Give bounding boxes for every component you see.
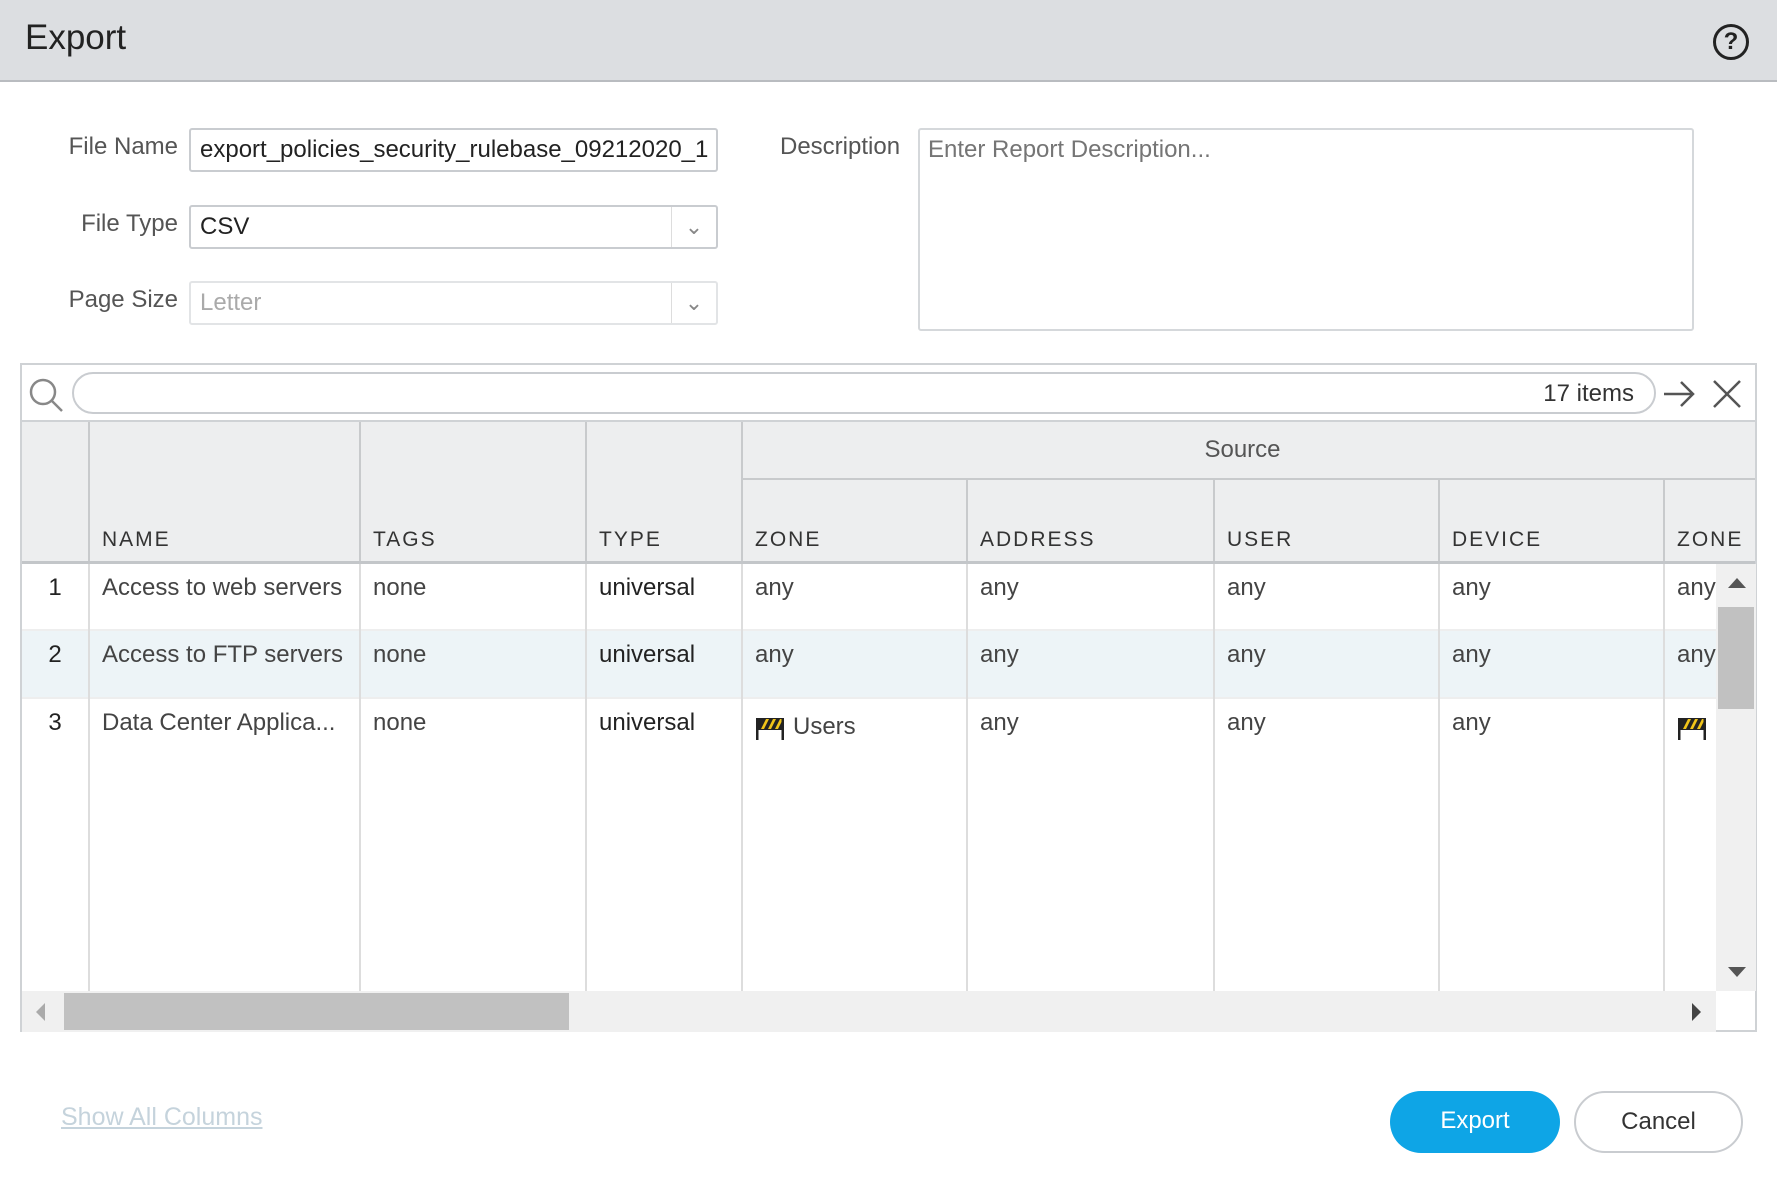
search-input[interactable]: 17 items — [72, 372, 1656, 414]
group-header-source: Source — [743, 422, 1744, 480]
source-address: any — [968, 631, 1215, 699]
dialog-header: Export ? — [0, 0, 1777, 82]
source-device: any — [1440, 699, 1665, 991]
chevron-down-icon: ⌄ — [671, 283, 716, 323]
column-header-source-address[interactable]: ADDRESS — [968, 480, 1215, 561]
column-header-source-device[interactable]: DEVICE — [1440, 480, 1665, 561]
source-user: any — [1215, 564, 1440, 631]
horizontal-scroll-thumb[interactable] — [64, 993, 569, 1030]
column-header-tags[interactable]: TAGS — [361, 422, 587, 561]
row-number: 3 — [22, 699, 90, 991]
dialog-title: Export — [25, 18, 127, 57]
source-zone: any — [743, 564, 968, 631]
row-number-header — [22, 422, 90, 561]
search-icon — [29, 378, 63, 412]
source-zone-value: Users — [793, 713, 856, 740]
rule-type: universal — [587, 631, 743, 699]
table-header: NAME TAGS TYPE Source ZONE ADDRESS USER … — [22, 422, 1755, 564]
table-row[interactable]: 3 Data Center Applica... none universal … — [22, 699, 1716, 991]
file-name-label: File Name — [68, 133, 178, 160]
description-textarea[interactable] — [918, 128, 1694, 331]
table-body: 1 Access to web servers none universal a… — [22, 564, 1716, 991]
scroll-left-arrow-icon[interactable] — [36, 1003, 45, 1021]
rule-name: Data Center Applica... — [90, 699, 361, 991]
column-header-type[interactable]: TYPE — [587, 422, 743, 561]
scroll-up-arrow-icon[interactable] — [1728, 578, 1746, 588]
column-header-source-user[interactable]: USER — [1215, 480, 1440, 561]
source-zone: any — [743, 631, 968, 699]
help-circle-icon[interactable]: ? — [1713, 24, 1749, 60]
rule-tags: none — [361, 564, 587, 631]
chevron-down-icon[interactable]: ⌄ — [671, 207, 716, 247]
cancel-button[interactable]: Cancel — [1574, 1091, 1743, 1153]
source-user: any — [1215, 699, 1440, 991]
table-search-bar: 17 items — [22, 365, 1755, 422]
source-address: any — [968, 699, 1215, 991]
show-all-columns-link[interactable]: Show All Columns — [61, 1103, 263, 1131]
source-address: any — [968, 564, 1215, 631]
source-device: any — [1440, 564, 1665, 631]
file-type-value: CSV — [200, 213, 250, 240]
destination-zone: any — [1677, 641, 1716, 668]
rule-name: Access to FTP servers — [90, 631, 361, 699]
source-device: any — [1440, 631, 1665, 699]
table-row-selected[interactable]: 2 Access to FTP servers none universal a… — [22, 631, 1716, 699]
destination-zone — [1665, 699, 1716, 991]
table-row[interactable]: 1 Access to web servers none universal a… — [22, 564, 1716, 631]
file-type-select[interactable]: CSV ⌄ — [189, 205, 718, 249]
zone-icon — [756, 717, 784, 740]
item-count: 17 items — [1543, 380, 1634, 407]
export-button[interactable]: Export — [1390, 1091, 1560, 1153]
close-icon[interactable] — [1712, 379, 1742, 409]
page-size-label: Page Size — [68, 286, 178, 313]
file-name-input[interactable]: export_policies_security_rulebase_092120… — [189, 128, 718, 172]
column-header-source-zone[interactable]: ZONE — [743, 480, 968, 561]
source-zone: Users — [743, 699, 968, 991]
rule-type: universal — [587, 699, 743, 991]
column-header-name[interactable]: NAME — [90, 422, 361, 561]
column-header-destination-zone[interactable]: ZONE — [1665, 480, 1755, 561]
description-label: Description — [780, 133, 901, 160]
vertical-scroll-thumb[interactable] — [1718, 607, 1754, 709]
group-header-destination — [1644, 422, 1755, 480]
row-number: 1 — [22, 564, 90, 631]
scroll-right-arrow-icon[interactable] — [1692, 1003, 1701, 1021]
page-size-value: Letter — [200, 289, 262, 316]
file-type-label: File Type — [81, 210, 178, 237]
rule-tags: none — [361, 699, 587, 991]
rule-type: universal — [587, 564, 743, 631]
arrow-right-icon[interactable] — [1662, 379, 1696, 409]
row-number: 2 — [22, 631, 90, 699]
zone-icon — [1678, 717, 1706, 740]
page-size-select: Letter ⌄ — [189, 281, 718, 325]
destination-zone: any — [1677, 574, 1716, 601]
rule-name: Access to web servers — [90, 564, 361, 631]
horizontal-scrollbar[interactable] — [22, 991, 1716, 1032]
vertical-scrollbar[interactable] — [1716, 564, 1756, 991]
rule-tags: none — [361, 631, 587, 699]
rules-table: 17 items NAME TAGS TYPE Source ZONE ADDR… — [20, 363, 1757, 1032]
source-user: any — [1215, 631, 1440, 699]
scroll-down-arrow-icon[interactable] — [1728, 967, 1746, 977]
